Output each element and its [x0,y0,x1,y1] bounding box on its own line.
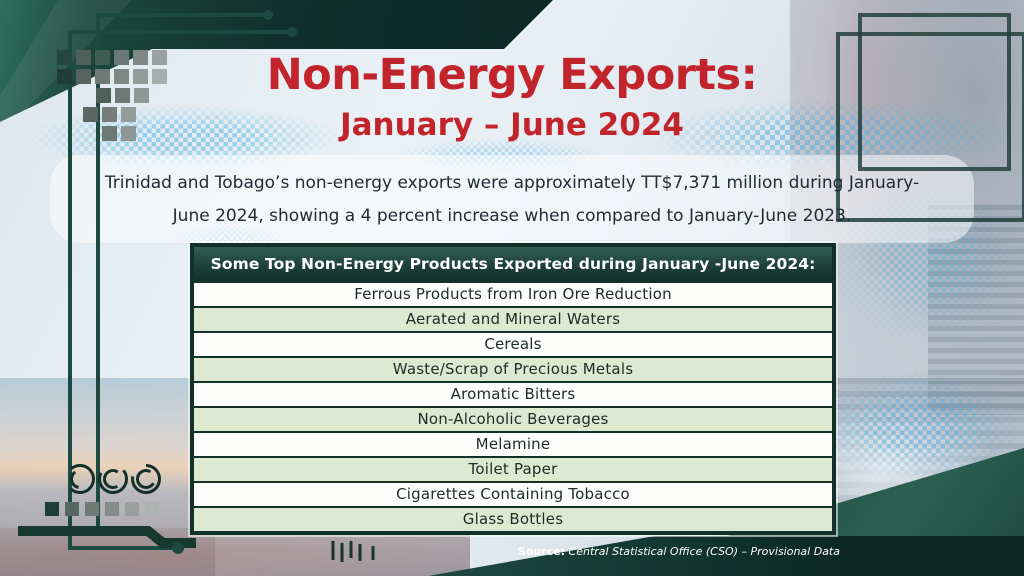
pixel-square [85,502,99,516]
pixel-square [121,126,136,141]
table-row: Melamine [194,431,832,456]
pixel-square [133,50,148,65]
pixel-square [76,69,91,84]
source-text: Central Statistical Office (CSO) – Provi… [565,545,840,558]
source-note: Source: Central Statistical Office (CSO)… [518,545,840,558]
table-row: Ferrous Products from Iron Ore Reduction [194,281,832,306]
pixel-square [95,69,110,84]
pixel-square [121,107,136,122]
table-row: Aromatic Bitters [194,381,832,406]
pixel-square [152,69,167,84]
products-table: Some Top Non-Energy Products Exported du… [190,243,836,535]
pixel-square [105,502,119,516]
page-subtitle: January – June 2024 [340,107,684,143]
pixel-square [134,88,149,103]
pixel-square [114,69,129,84]
pixel-square [57,50,72,65]
table-row: Waste/Scrap of Precious Metals [194,356,832,381]
table-row: Cigarettes Containing Tobacco [194,481,832,506]
table-row: Aerated and Mineral Waters [194,306,832,331]
pixel-square [114,50,129,65]
ring-icon [65,464,161,494]
table-body: Ferrous Products from Iron Ore Reduction… [194,281,832,531]
pixel-square [133,69,148,84]
table-row: Non-Alcoholic Beverages [194,406,832,431]
pixel-square [125,502,139,516]
corner-frame-icon [836,32,1024,222]
pixel-square [95,50,110,65]
intro-line-1: Trinidad and Tobago’s non-energy exports… [104,173,920,193]
pixel-square [145,502,159,516]
pixel-square [152,50,167,65]
source-label: Source: [517,545,566,558]
table-row: Cereals [194,331,832,356]
tick-marks-icon [331,541,375,562]
pixel-square [102,107,117,122]
intro-line-2: June 2024, showing a 4 percent increase … [172,206,852,226]
pixel-square [96,88,111,103]
pixel-square [76,50,91,65]
pixel-square [83,107,98,122]
table-header: Some Top Non-Energy Products Exported du… [194,247,832,281]
table-row: Glass Bottles [194,506,832,531]
table-row: Toilet Paper [194,456,832,481]
intro-paragraph: Trinidad and Tobago’s non-energy exports… [0,167,1024,233]
page-title: Non-Energy Exports: [266,50,758,100]
pixel-square [45,502,59,516]
pixel-square [57,69,72,84]
intro-card [50,155,974,243]
corner-frame-icon [858,13,1011,171]
pixel-square [102,126,117,141]
pixel-square [115,88,130,103]
pixel-square [65,502,79,516]
